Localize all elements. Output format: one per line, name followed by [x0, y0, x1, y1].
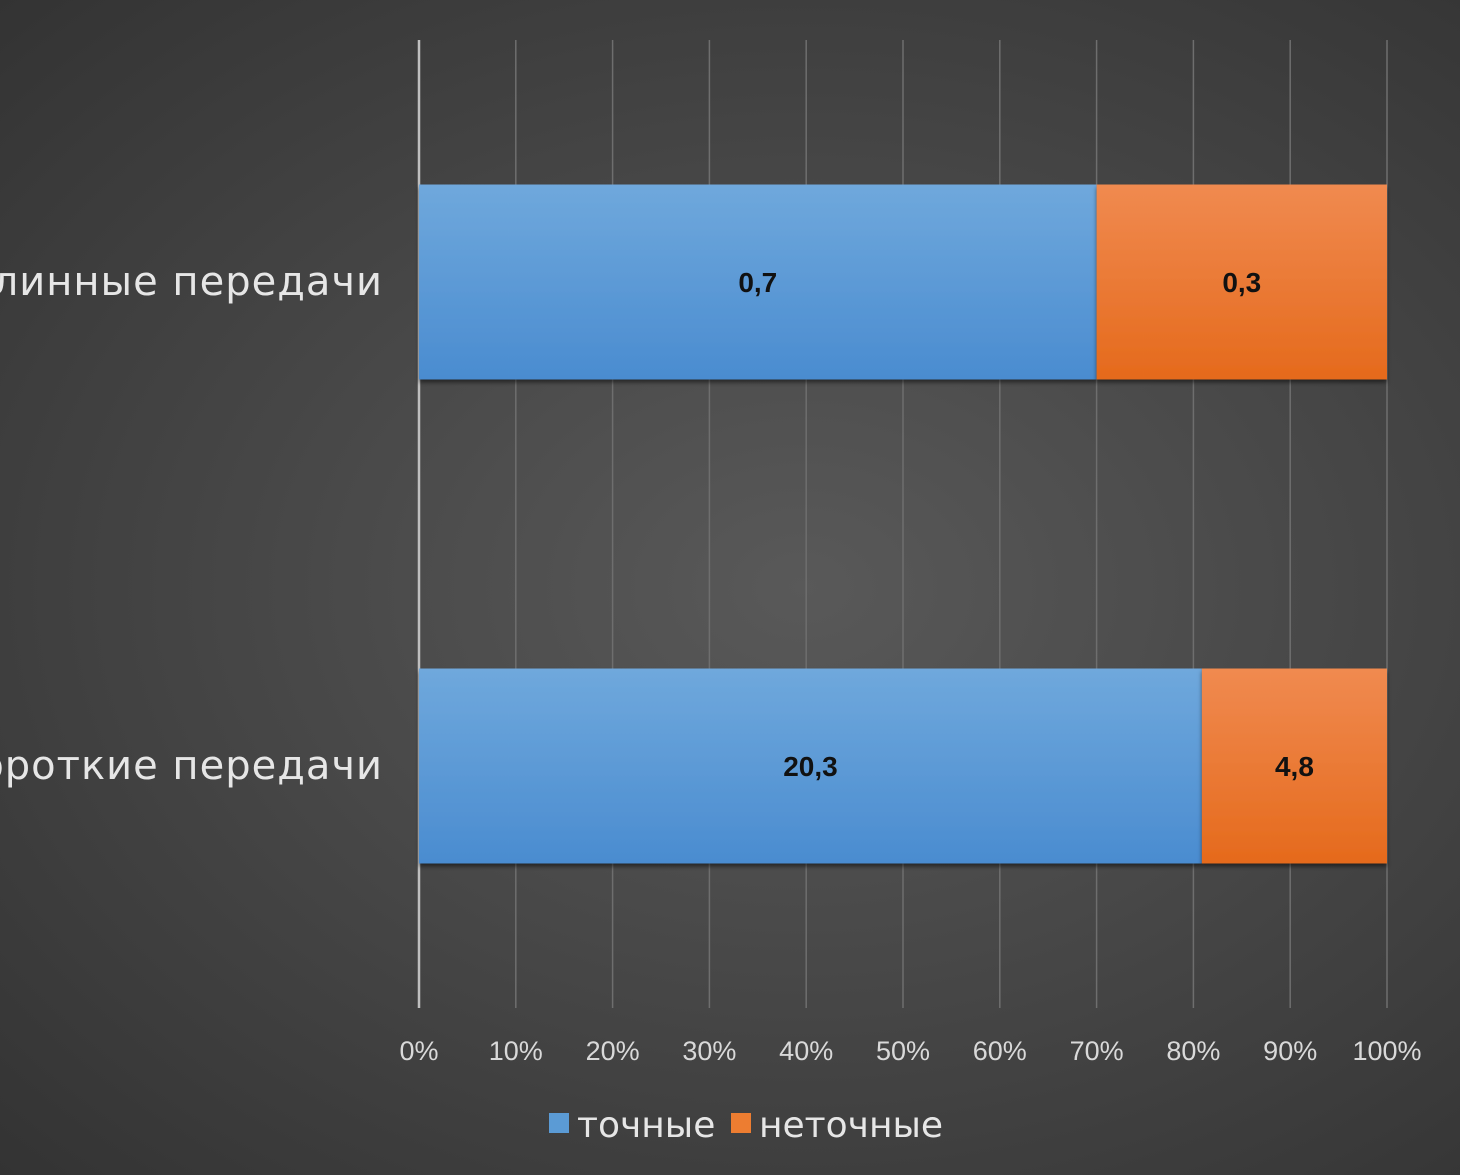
x-tick-label: 100%	[1352, 1036, 1421, 1066]
data-label: 20,3	[783, 751, 838, 782]
x-tick-label: 70%	[1070, 1036, 1124, 1066]
data-label: 0,7	[738, 267, 777, 298]
x-tick-label: 80%	[1166, 1036, 1220, 1066]
bars	[419, 184, 1387, 864]
x-tick-label: 10%	[489, 1036, 543, 1066]
data-label: 4,8	[1275, 751, 1314, 782]
data-label: 0,3	[1222, 267, 1261, 298]
bar-segment	[1096, 184, 1387, 380]
x-tick-label: 40%	[779, 1036, 833, 1066]
bar-segment	[419, 668, 1202, 864]
legend: точные неточные	[549, 1105, 943, 1146]
bar-segment	[1201, 668, 1387, 864]
x-tick-label: 0%	[399, 1036, 438, 1066]
x-tick-label: 60%	[973, 1036, 1027, 1066]
x-tick-label: 20%	[586, 1036, 640, 1066]
category-label: короткие передачи	[0, 743, 383, 789]
legend-swatch	[731, 1113, 751, 1133]
legend-swatch	[549, 1113, 569, 1133]
x-tick-label: 30%	[682, 1036, 736, 1066]
x-tick-label: 50%	[876, 1036, 930, 1066]
x-tick-label: 90%	[1263, 1036, 1317, 1066]
labels: 0% 10% 20% 30% 40% 50% 60% 70% 80% 90% 100% 0,7 0,3 д…	[0, 259, 1422, 1066]
bar-segment	[419, 184, 1097, 380]
legend-label: неточные	[759, 1105, 943, 1146]
category-label: длинные передачи	[0, 259, 383, 305]
legend-label: точные	[577, 1105, 715, 1146]
